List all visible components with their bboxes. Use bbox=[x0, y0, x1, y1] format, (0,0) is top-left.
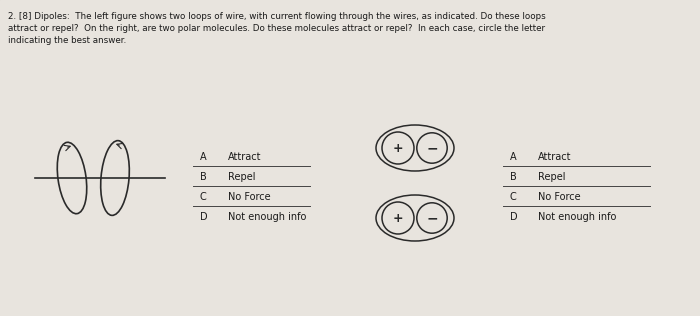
Text: A: A bbox=[200, 152, 206, 162]
Text: Not enough info: Not enough info bbox=[538, 212, 617, 222]
Text: Repel: Repel bbox=[228, 172, 256, 182]
Text: A: A bbox=[510, 152, 517, 162]
Text: No Force: No Force bbox=[538, 192, 580, 202]
Text: D: D bbox=[200, 212, 208, 222]
Text: No Force: No Force bbox=[228, 192, 271, 202]
Text: −: − bbox=[426, 211, 438, 225]
Text: Attract: Attract bbox=[228, 152, 262, 162]
Text: B: B bbox=[510, 172, 517, 182]
Text: −: − bbox=[426, 141, 438, 155]
Text: Not enough info: Not enough info bbox=[228, 212, 307, 222]
Text: 2. [8] Dipoles:  The left figure shows two loops of wire, with current flowing t: 2. [8] Dipoles: The left figure shows tw… bbox=[8, 12, 546, 45]
Text: C: C bbox=[200, 192, 206, 202]
Text: B: B bbox=[200, 172, 206, 182]
Text: +: + bbox=[393, 211, 403, 224]
Text: D: D bbox=[510, 212, 517, 222]
Text: Attract: Attract bbox=[538, 152, 571, 162]
Text: Repel: Repel bbox=[538, 172, 566, 182]
Text: +: + bbox=[393, 142, 403, 155]
Text: C: C bbox=[510, 192, 517, 202]
